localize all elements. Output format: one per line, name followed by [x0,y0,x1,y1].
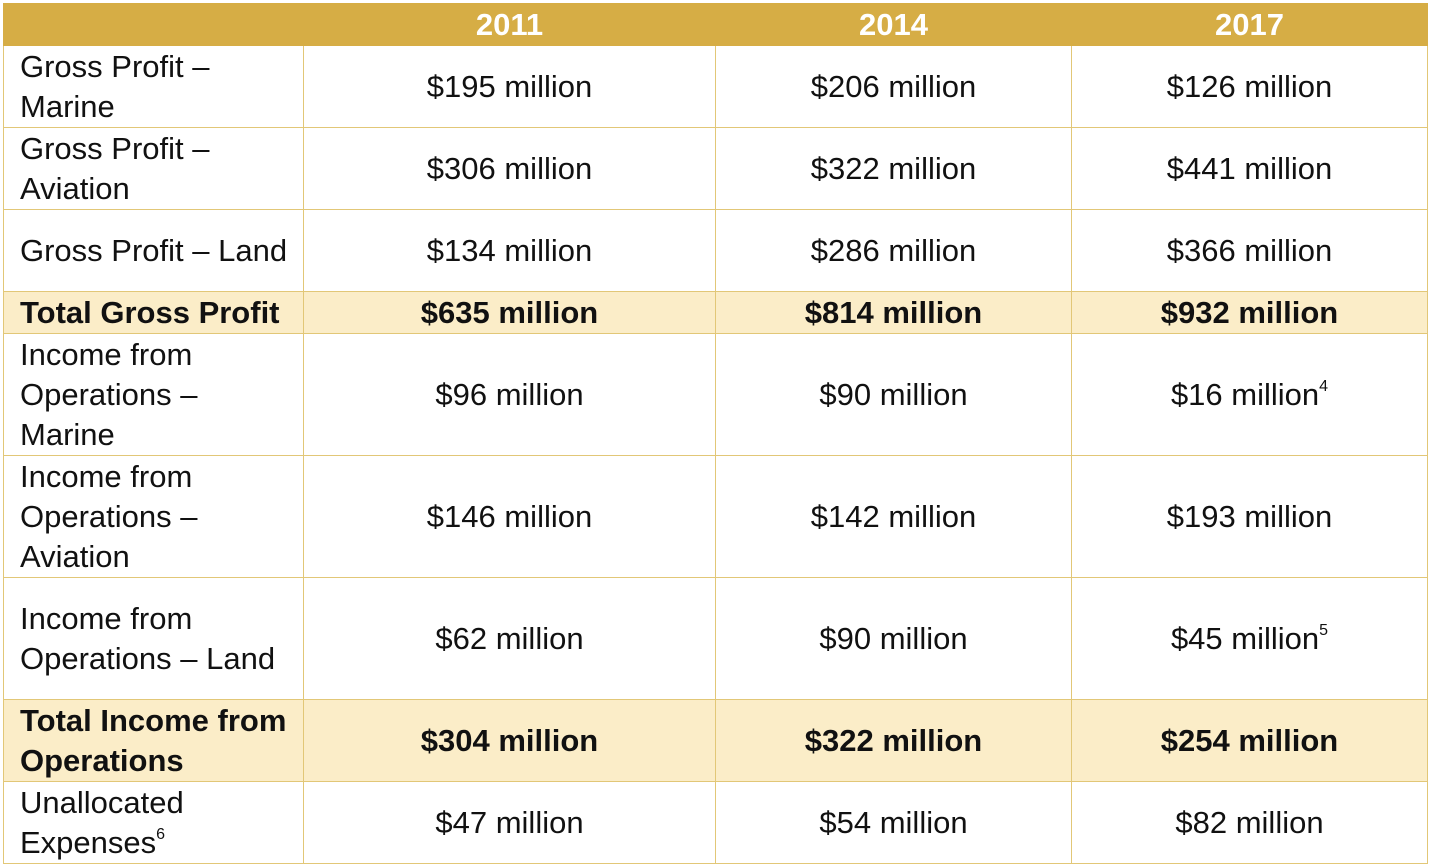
table-row: Gross Profit – Aviation $306 million $32… [3,127,1428,210]
cell-2017: $16 million4 [1071,333,1428,456]
row-label: Unallocated Expenses6 [3,781,304,864]
cell-2014: $286 million [715,209,1072,292]
row-label: Income from Operations – Marine [3,333,304,456]
cell-2011: $304 million [303,699,716,782]
row-label: Total Gross Profit [3,291,304,334]
header-year-2017: 2017 [1071,3,1428,46]
total-row: Total Income from Operations $304 millio… [3,699,1428,782]
cell-value: $45 million [1170,620,1320,656]
header-row: 2011 2014 2017 [3,3,1428,46]
cell-2017: $193 million [1071,455,1428,578]
cell-2011: $96 million [303,333,716,456]
row-label: Gross Profit – Land [3,209,304,292]
row-label: Income from Operations – Land [3,577,304,700]
row-label-text: Unallocated Expenses [20,784,184,860]
row-label: Income from Operations – Aviation [3,455,304,578]
cell-2011: $195 million [303,45,716,128]
cell-2011: $146 million [303,455,716,578]
cell-2014: $54 million [715,781,1072,864]
cell-2014: $322 million [715,699,1072,782]
footnote-marker: 6 [156,825,166,843]
header-year-2014: 2014 [715,3,1072,46]
table-row: Income from Operations – Aviation $146 m… [3,455,1428,578]
cell-2011: $134 million [303,209,716,292]
cell-2017: $126 million [1071,45,1428,128]
table-row: Income from Operations – Land $62 millio… [3,577,1428,700]
cell-2014: $206 million [715,45,1072,128]
table-row: Unallocated Expenses6 $47 million $54 mi… [3,781,1428,864]
cell-2011: $306 million [303,127,716,210]
table-row: Income from Operations – Marine $96 mill… [3,333,1428,456]
row-label: Total Income from Operations [3,699,304,782]
footnote-marker: 5 [1319,621,1329,639]
table-row: Gross Profit – Land $134 million $286 mi… [3,209,1428,292]
header-corner [3,3,304,46]
cell-2017: $254 million [1071,699,1428,782]
cell-2017: $82 million [1071,781,1428,864]
total-row: Total Gross Profit $635 million $814 mil… [3,291,1428,334]
cell-2014: $90 million [715,333,1072,456]
header-year-2011: 2011 [303,3,716,46]
table-row: Gross Profit – Marine $195 million $206 … [3,45,1428,128]
cell-value: $16 million [1170,376,1320,412]
financial-table: 2011 2014 2017 Gross Profit – Marine $19… [3,3,1428,864]
row-label: Gross Profit – Marine [3,45,304,128]
cell-2014: $90 million [715,577,1072,700]
cell-2017: $932 million [1071,291,1428,334]
row-label: Gross Profit – Aviation [3,127,304,210]
cell-2014: $322 million [715,127,1072,210]
cell-2011: $47 million [303,781,716,864]
cell-2017: $366 million [1071,209,1428,292]
cell-2011: $62 million [303,577,716,700]
cell-2017: $441 million [1071,127,1428,210]
cell-2014: $142 million [715,455,1072,578]
cell-2017: $45 million5 [1071,577,1428,700]
footnote-marker: 4 [1319,377,1329,395]
cell-2011: $635 million [303,291,716,334]
cell-2014: $814 million [715,291,1072,334]
